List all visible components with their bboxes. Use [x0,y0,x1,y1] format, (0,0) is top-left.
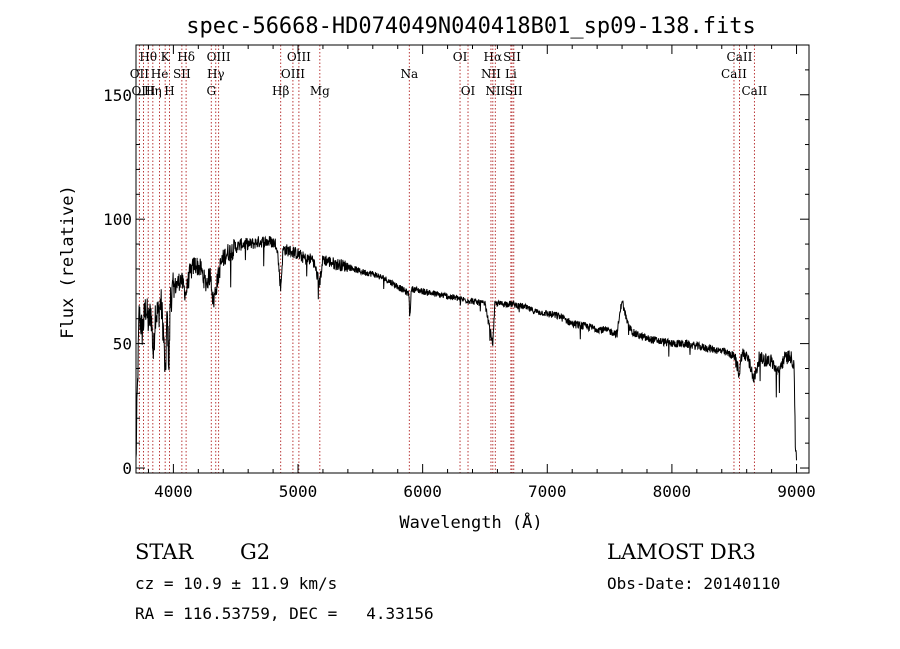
x-tick-label: 6000 [403,482,442,501]
line-marker-label: OIII [281,67,305,81]
x-tick-label: 9000 [777,482,816,501]
y-tick-label: 50 [113,335,132,354]
line-marker-label: Hδ [177,50,195,64]
line-marker-label: CaII [721,67,747,81]
spectrum-series [135,235,797,461]
object-class: STAR [135,540,194,564]
axes: 4000 5000 6000 7000 8000 9000 0 50 100 150 [103,44,816,501]
line-marker-label: He [151,67,169,81]
x-tick-label: 7000 [528,482,567,501]
line-marker-label: K [161,50,171,64]
line-marker-label: SII [503,50,521,64]
line-marker-label: SII [505,84,523,98]
line-marker-label: OIII [207,50,231,64]
x-axis-label: Wavelength (Å) [399,511,542,533]
line-marker-label: Hγ [207,67,225,81]
line-marker-label: NII [485,84,505,98]
coordinates: RA = 116.53759, DEC = 4.33156 [135,604,434,623]
y-axis-label: Flux (relative) [58,185,78,339]
line-marker-label: G [206,84,216,98]
line-marker-label: OIII [287,50,311,64]
line-marker-label: Mg [310,84,330,98]
y-tick-label: 0 [122,459,132,478]
line-marker-label: Na [400,67,418,81]
redshift-info: cz = 10.9 ± 11.9 km/s [135,574,338,593]
line-marker-label: OI [461,84,476,98]
line-marker-label: SII [173,67,191,81]
line-marker-label: CaII [727,50,753,64]
spectrum-line [135,235,797,461]
chart-title: spec-56668-HD074049N040418B01_sp09-138.f… [186,14,756,39]
survey-name: LAMOST DR3 [607,540,756,564]
line-marker-label: Hθ [139,50,157,64]
plot-frame [135,44,810,474]
line-marker-label: Hη [144,84,162,98]
y-tick-label: 100 [103,210,132,229]
line-marker-label: NII [481,67,501,81]
line-marker-label: Li [505,67,517,81]
object-subclass: G2 [240,540,271,564]
line-marker-label: OII [130,67,150,81]
observation-date: Obs-Date: 20140110 [607,574,781,593]
x-tick-label: 5000 [279,482,318,501]
line-marker-label: H [164,84,174,98]
x-tick-label: 4000 [154,482,193,501]
x-tick-label: 8000 [653,482,692,501]
line-marker-label: Hβ [272,84,289,98]
line-marker-label: Hα [484,50,503,64]
line-marker-label: OI [453,50,468,64]
y-tick-label: 150 [103,86,132,105]
line-marker-label: CaII [741,84,767,98]
